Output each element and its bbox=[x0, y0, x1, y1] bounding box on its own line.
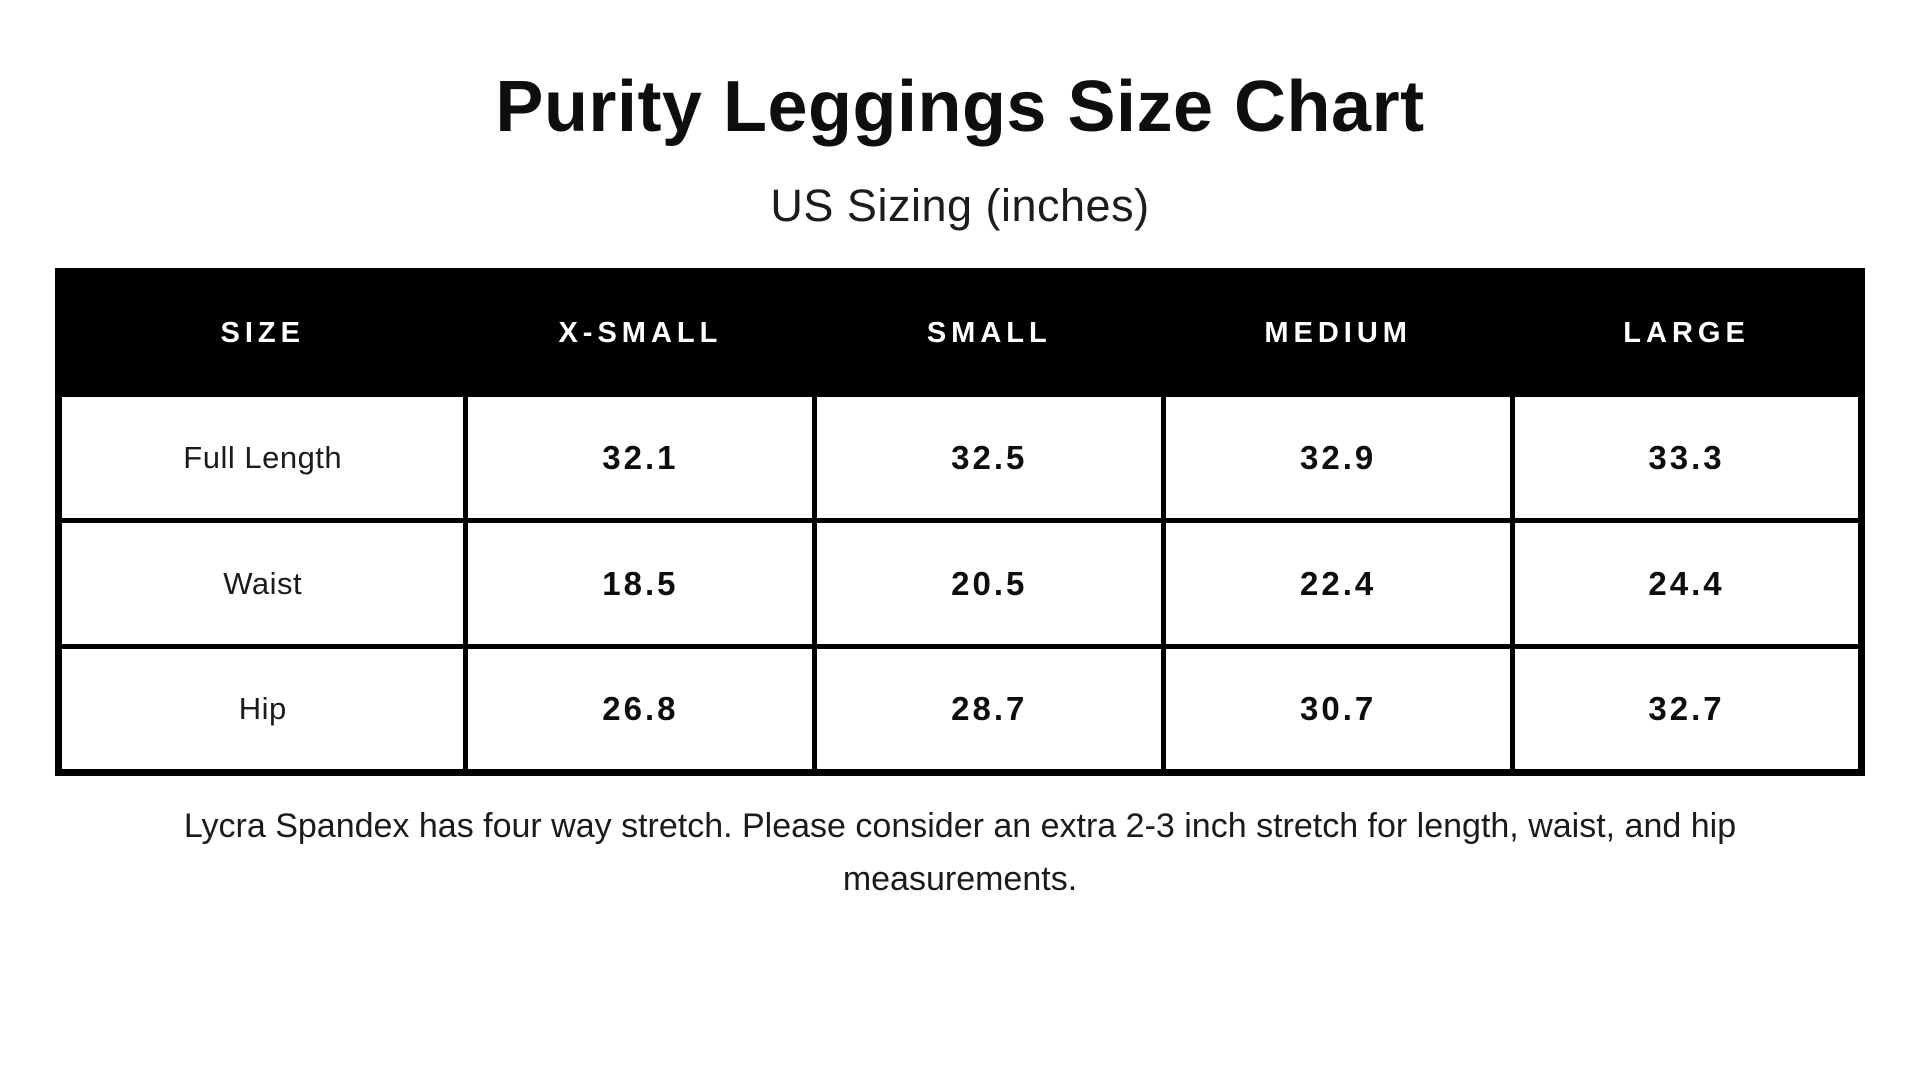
header-cell-small: SMALL bbox=[812, 269, 1167, 398]
value-cell: 32.5 bbox=[812, 392, 1167, 524]
value-cell: 22.4 bbox=[1161, 518, 1516, 650]
stretch-footnote: Lycra Spandex has four way stretch. Plea… bbox=[183, 807, 1737, 898]
row-label-full-length: Full Length bbox=[55, 392, 469, 524]
value-cell: 33.3 bbox=[1510, 392, 1864, 524]
header-cell-large: LARGE bbox=[1510, 269, 1864, 398]
value-cell: 18.5 bbox=[463, 518, 818, 650]
header-cell-xsmall: X-SMALL bbox=[463, 269, 818, 398]
value-cell: 28.7 bbox=[812, 644, 1167, 776]
table-row-hip: Hip 26.8 28.7 30.7 32.7 bbox=[55, 644, 1864, 776]
header-cell-size: SIZE bbox=[55, 269, 469, 398]
value-cell: 20.5 bbox=[812, 518, 1167, 650]
value-cell: 32.9 bbox=[1161, 392, 1516, 524]
value-cell: 30.7 bbox=[1161, 644, 1516, 776]
value-cell: 32.7 bbox=[1510, 644, 1864, 776]
value-cell: 24.4 bbox=[1510, 518, 1864, 650]
row-label-waist: Waist bbox=[55, 518, 469, 650]
page-subtitle: US Sizing (inches) bbox=[770, 179, 1150, 231]
value-cell: 32.1 bbox=[463, 392, 818, 524]
row-label-hip: Hip bbox=[55, 644, 469, 776]
table-row-waist: Waist 18.5 20.5 22.4 24.4 bbox=[55, 518, 1864, 650]
size-chart-table: SIZE X-SMALL SMALL MEDIUM LARGE Full Len… bbox=[55, 268, 1865, 777]
header-row: SIZE X-SMALL SMALL MEDIUM LARGE bbox=[55, 269, 1864, 398]
page-title: Purity Leggings Size Chart bbox=[495, 67, 1425, 147]
header-cell-medium: MEDIUM bbox=[1161, 269, 1516, 398]
table-row-full-length: Full Length 32.1 32.5 32.9 33.3 bbox=[55, 392, 1864, 524]
value-cell: 26.8 bbox=[463, 644, 818, 776]
